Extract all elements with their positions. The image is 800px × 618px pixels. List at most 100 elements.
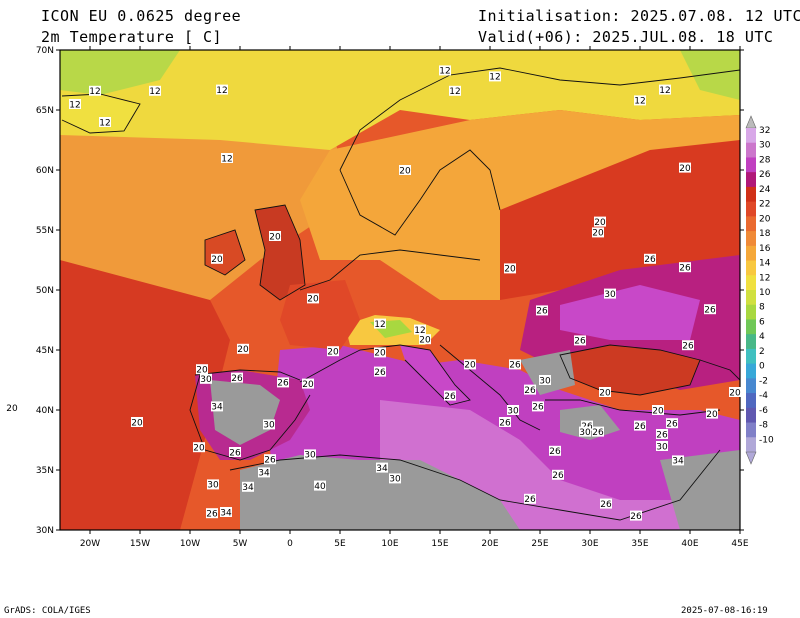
contour-label: 40	[314, 480, 326, 492]
contour-label-box	[659, 84, 671, 95]
field-atlantic-south	[60, 260, 230, 530]
contour-label-text: 34	[242, 483, 254, 493]
contour-label-text: 20	[399, 166, 411, 176]
contour-label: 12	[634, 95, 646, 107]
contour-label: 12	[439, 65, 451, 77]
contour-label-text: 26	[592, 428, 604, 438]
contour-label: 12	[449, 85, 461, 97]
contour-label: 26	[549, 445, 561, 457]
contour-label-box	[549, 445, 561, 456]
contour-label-text: 20	[729, 388, 741, 398]
colorbar-swatch	[746, 216, 756, 232]
contour-label-text: 12	[634, 97, 645, 107]
contour-label-text: 26	[444, 392, 456, 402]
great-britain	[255, 205, 305, 300]
lon-label-10W: 10W	[180, 539, 200, 549]
contour-label: 20	[706, 408, 718, 420]
contour-label-text: 12	[89, 87, 100, 97]
contour-label-text: 30	[207, 481, 219, 491]
field-balkan-hot	[520, 350, 575, 395]
contour-label-box	[374, 366, 386, 377]
colorbar-label-0: 0	[759, 362, 765, 372]
colorbar-swatch	[746, 231, 756, 247]
colorbar-swatch	[746, 304, 756, 320]
colorbar-label--8: -8	[759, 421, 768, 431]
colorbar-label-6: 6	[759, 317, 765, 327]
contour-label-text: 26	[552, 471, 564, 481]
contour-label: 20	[196, 364, 208, 376]
contour-label-text: 26	[600, 500, 612, 510]
contour-label-text: 26	[524, 495, 536, 505]
contour-label: 26	[509, 359, 521, 371]
contour-label-box	[99, 117, 111, 127]
contour-label-text: 30	[579, 428, 591, 438]
contour-label-box	[444, 390, 456, 401]
contour-label: 20	[302, 378, 314, 390]
contour-label-text: 20	[504, 265, 516, 275]
colorbar-swatch	[746, 407, 756, 424]
contour-label-text: 26	[524, 386, 536, 396]
contour-label: 26	[656, 429, 668, 440]
contour-label-text: 26	[536, 307, 548, 317]
contour-label-box	[504, 263, 516, 274]
lat-label-45N: 45N	[36, 346, 54, 356]
colorbar-swatch	[746, 142, 756, 158]
contour-label-box	[524, 384, 536, 395]
contour-label: 30	[604, 288, 616, 300]
colorbar-swatch	[746, 348, 756, 365]
contour-label-text: 26	[704, 306, 716, 316]
contour-label: 26	[536, 305, 548, 317]
model-title: ICON EU 0.0625 degree	[41, 7, 242, 25]
contour-label-box	[704, 304, 716, 315]
contour-label-box	[6, 402, 18, 413]
contour-label-box	[666, 418, 678, 429]
contour-label-box	[634, 420, 646, 431]
contour-label-box	[206, 508, 218, 519]
colorbar-label-30: 30	[759, 141, 771, 151]
contour-label-box	[327, 346, 339, 357]
contour-label: 26	[524, 493, 536, 505]
contour-label: 12	[489, 71, 501, 83]
colorbar-swatch	[746, 363, 756, 379]
colorbar-swatch	[746, 378, 756, 394]
contour-label-box	[302, 378, 314, 389]
contour-label-text: 12	[69, 100, 80, 110]
contour-label: 30	[539, 375, 551, 386]
colorbar-label-26: 26	[759, 170, 771, 180]
colorbar-label--10: -10	[759, 435, 774, 445]
contour-label-text: 26	[229, 448, 241, 458]
contour-label: 34	[376, 462, 388, 474]
contour-label: 20	[374, 347, 386, 359]
contour-label-box	[211, 253, 223, 264]
contour-label-box	[439, 65, 451, 76]
colorbar-label-16: 16	[759, 244, 771, 254]
contour-label-box	[499, 417, 511, 427]
contour-label: 26	[552, 469, 564, 481]
contour-label-box	[464, 359, 476, 370]
contour-label-text: 26	[509, 361, 521, 371]
contour-label: 34	[211, 401, 223, 413]
colorbar-label--4: -4	[759, 391, 768, 401]
contour-label: 12	[414, 324, 426, 336]
colorbar-label-22: 22	[759, 200, 770, 210]
contour-label-box	[536, 305, 548, 316]
contour-label: 20	[399, 165, 411, 176]
colorbar-swatch	[746, 437, 756, 453]
contour-label-text: 20	[131, 418, 143, 428]
colorbar-swatch	[746, 201, 756, 217]
contour-label-text: 20	[592, 229, 604, 239]
lat-label-50N: 50N	[36, 286, 54, 296]
lat-axis: 70N 65N 60N 55N 50N 45N 40N 35N 30N	[36, 46, 744, 536]
contour-label-box	[69, 99, 81, 109]
contour-label-box	[644, 253, 656, 264]
contour-label: 20	[211, 253, 223, 265]
contour-label: 26	[682, 340, 694, 352]
contour-label-text: 30	[263, 421, 275, 431]
contour-label-box	[419, 334, 431, 345]
contour-label-box	[630, 510, 642, 521]
contour-label-text: 30	[604, 290, 616, 300]
contour-label-text: 30	[389, 475, 401, 485]
contour-label-box	[682, 340, 694, 351]
contour-label: 26	[592, 426, 604, 438]
